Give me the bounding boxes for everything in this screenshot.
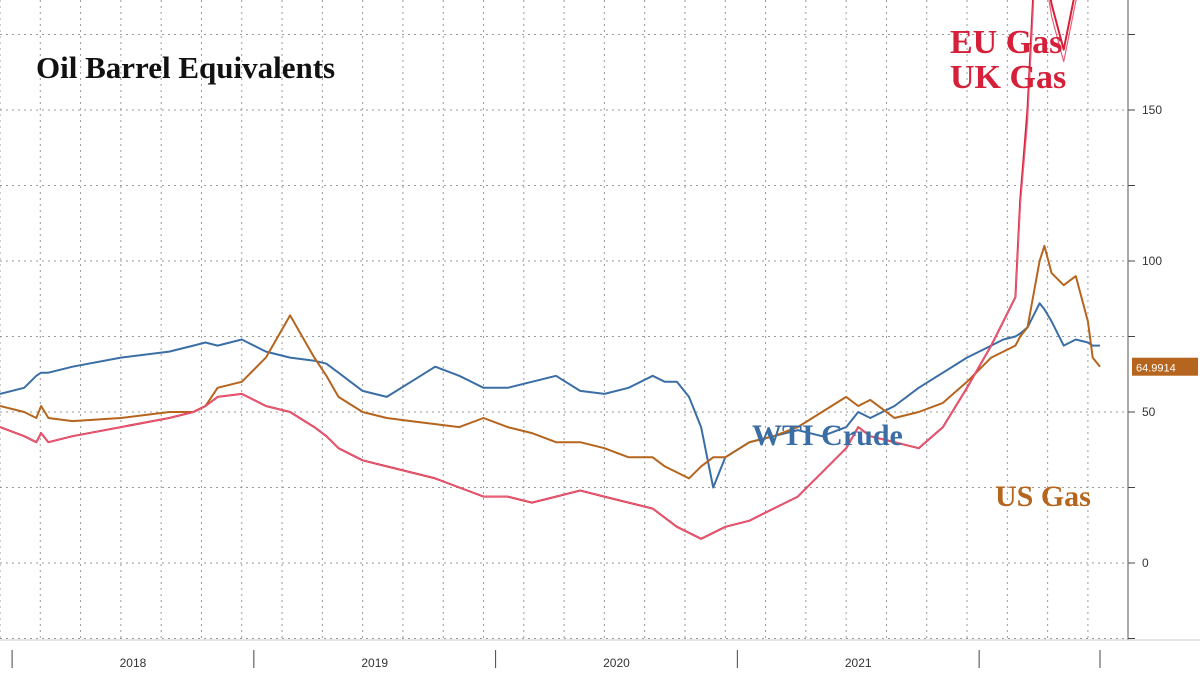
series-layer xyxy=(0,0,1101,540)
annotation-us-gas: US Gas xyxy=(995,480,1091,513)
chart-title: Oil Barrel Equivalents xyxy=(36,50,335,85)
last-value-tag xyxy=(1132,357,1198,376)
x-tick-label: 2018 xyxy=(120,656,147,670)
y-tick-label: 150 xyxy=(1142,103,1162,117)
y-tick-label: 0 xyxy=(1142,556,1149,570)
x-tick-label: 2021 xyxy=(845,656,872,670)
series-line-uk-gas xyxy=(0,0,1077,540)
x-tick-label: 2019 xyxy=(361,656,388,670)
x-tick-label: 2020 xyxy=(603,656,630,670)
label-layer: 64.9914341.90334.1041 xyxy=(1132,357,1198,376)
series-line-us-gas xyxy=(0,244,1101,480)
last-value-label: 64.9914 xyxy=(1136,363,1176,375)
annotation-wti-crude: WTI Crude xyxy=(752,419,903,452)
y-tick-label: 100 xyxy=(1142,254,1162,268)
annotation-eu-gas: EU Gas xyxy=(950,24,1062,61)
annotation-uk-gas: UK Gas xyxy=(950,59,1066,96)
grid-layer xyxy=(0,0,1128,640)
y-tick-label: 50 xyxy=(1142,405,1156,419)
series-line-wti-crude xyxy=(0,302,1100,489)
